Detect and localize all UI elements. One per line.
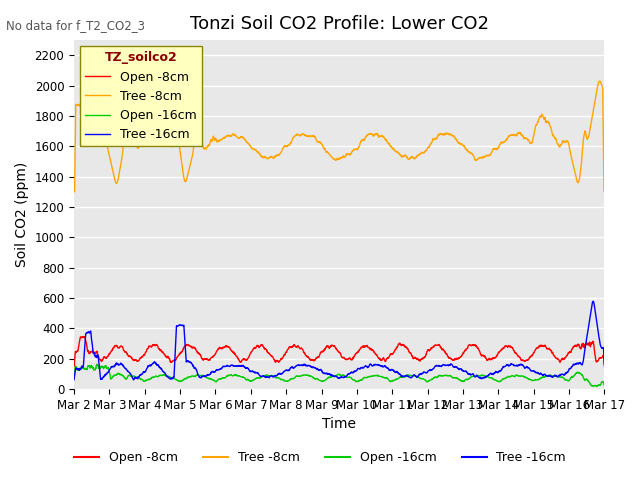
Title: Tonzi Soil CO2 Profile: Lower CO2: Tonzi Soil CO2 Profile: Lower CO2	[189, 15, 489, 33]
Tree -16cm	[589, 299, 597, 304]
Line: Tree -16cm: Tree -16cm	[74, 301, 604, 380]
Tree -8cm	[600, 189, 608, 195]
Legend: Open -8cm, Tree -8cm, Open -16cm, Tree -16cm: Open -8cm, Tree -8cm, Open -16cm, Tree -…	[69, 446, 571, 469]
Open -16cm	[493, 378, 501, 384]
Open -16cm	[554, 373, 561, 379]
Open -8cm	[493, 352, 501, 358]
Open -16cm	[569, 374, 577, 380]
Open -16cm	[93, 361, 101, 367]
Open -16cm	[600, 383, 608, 389]
Legend: Open -8cm, Tree -8cm, Open -16cm, Tree -16cm: Open -8cm, Tree -8cm, Open -16cm, Tree -…	[80, 47, 202, 146]
Open -16cm	[70, 376, 78, 382]
Tree -16cm	[366, 361, 374, 367]
Tree -8cm	[596, 78, 604, 84]
Tree -8cm	[218, 137, 226, 143]
Tree -8cm	[366, 131, 374, 136]
Open -16cm	[218, 375, 226, 381]
Tree -16cm	[70, 377, 78, 383]
Open -16cm	[366, 373, 374, 379]
Open -8cm	[355, 348, 362, 354]
Open -8cm	[600, 363, 608, 369]
Tree -8cm	[568, 158, 576, 164]
Open -8cm	[569, 346, 577, 351]
Tree -16cm	[355, 366, 362, 372]
Tree -8cm	[493, 146, 501, 152]
Tree -16cm	[554, 374, 561, 380]
Open -8cm	[80, 334, 88, 340]
Line: Open -16cm: Open -16cm	[74, 364, 604, 386]
Open -8cm	[554, 356, 561, 362]
Text: No data for f_T2_CO2_3: No data for f_T2_CO2_3	[6, 19, 145, 32]
Y-axis label: Soil CO2 (ppm): Soil CO2 (ppm)	[15, 162, 29, 267]
Tree -16cm	[218, 365, 226, 371]
Open -8cm	[366, 346, 374, 352]
Tree -8cm	[554, 141, 561, 147]
X-axis label: Time: Time	[322, 418, 356, 432]
Tree -8cm	[355, 145, 362, 151]
Tree -16cm	[600, 361, 608, 367]
Line: Open -8cm: Open -8cm	[74, 337, 604, 366]
Open -16cm	[355, 378, 362, 384]
Tree -16cm	[493, 370, 501, 375]
Tree -16cm	[130, 377, 138, 383]
Open -8cm	[218, 346, 226, 351]
Open -8cm	[70, 363, 78, 369]
Tree -16cm	[569, 363, 577, 369]
Tree -8cm	[70, 189, 78, 195]
Open -16cm	[593, 384, 600, 389]
Line: Tree -8cm: Tree -8cm	[74, 81, 604, 192]
